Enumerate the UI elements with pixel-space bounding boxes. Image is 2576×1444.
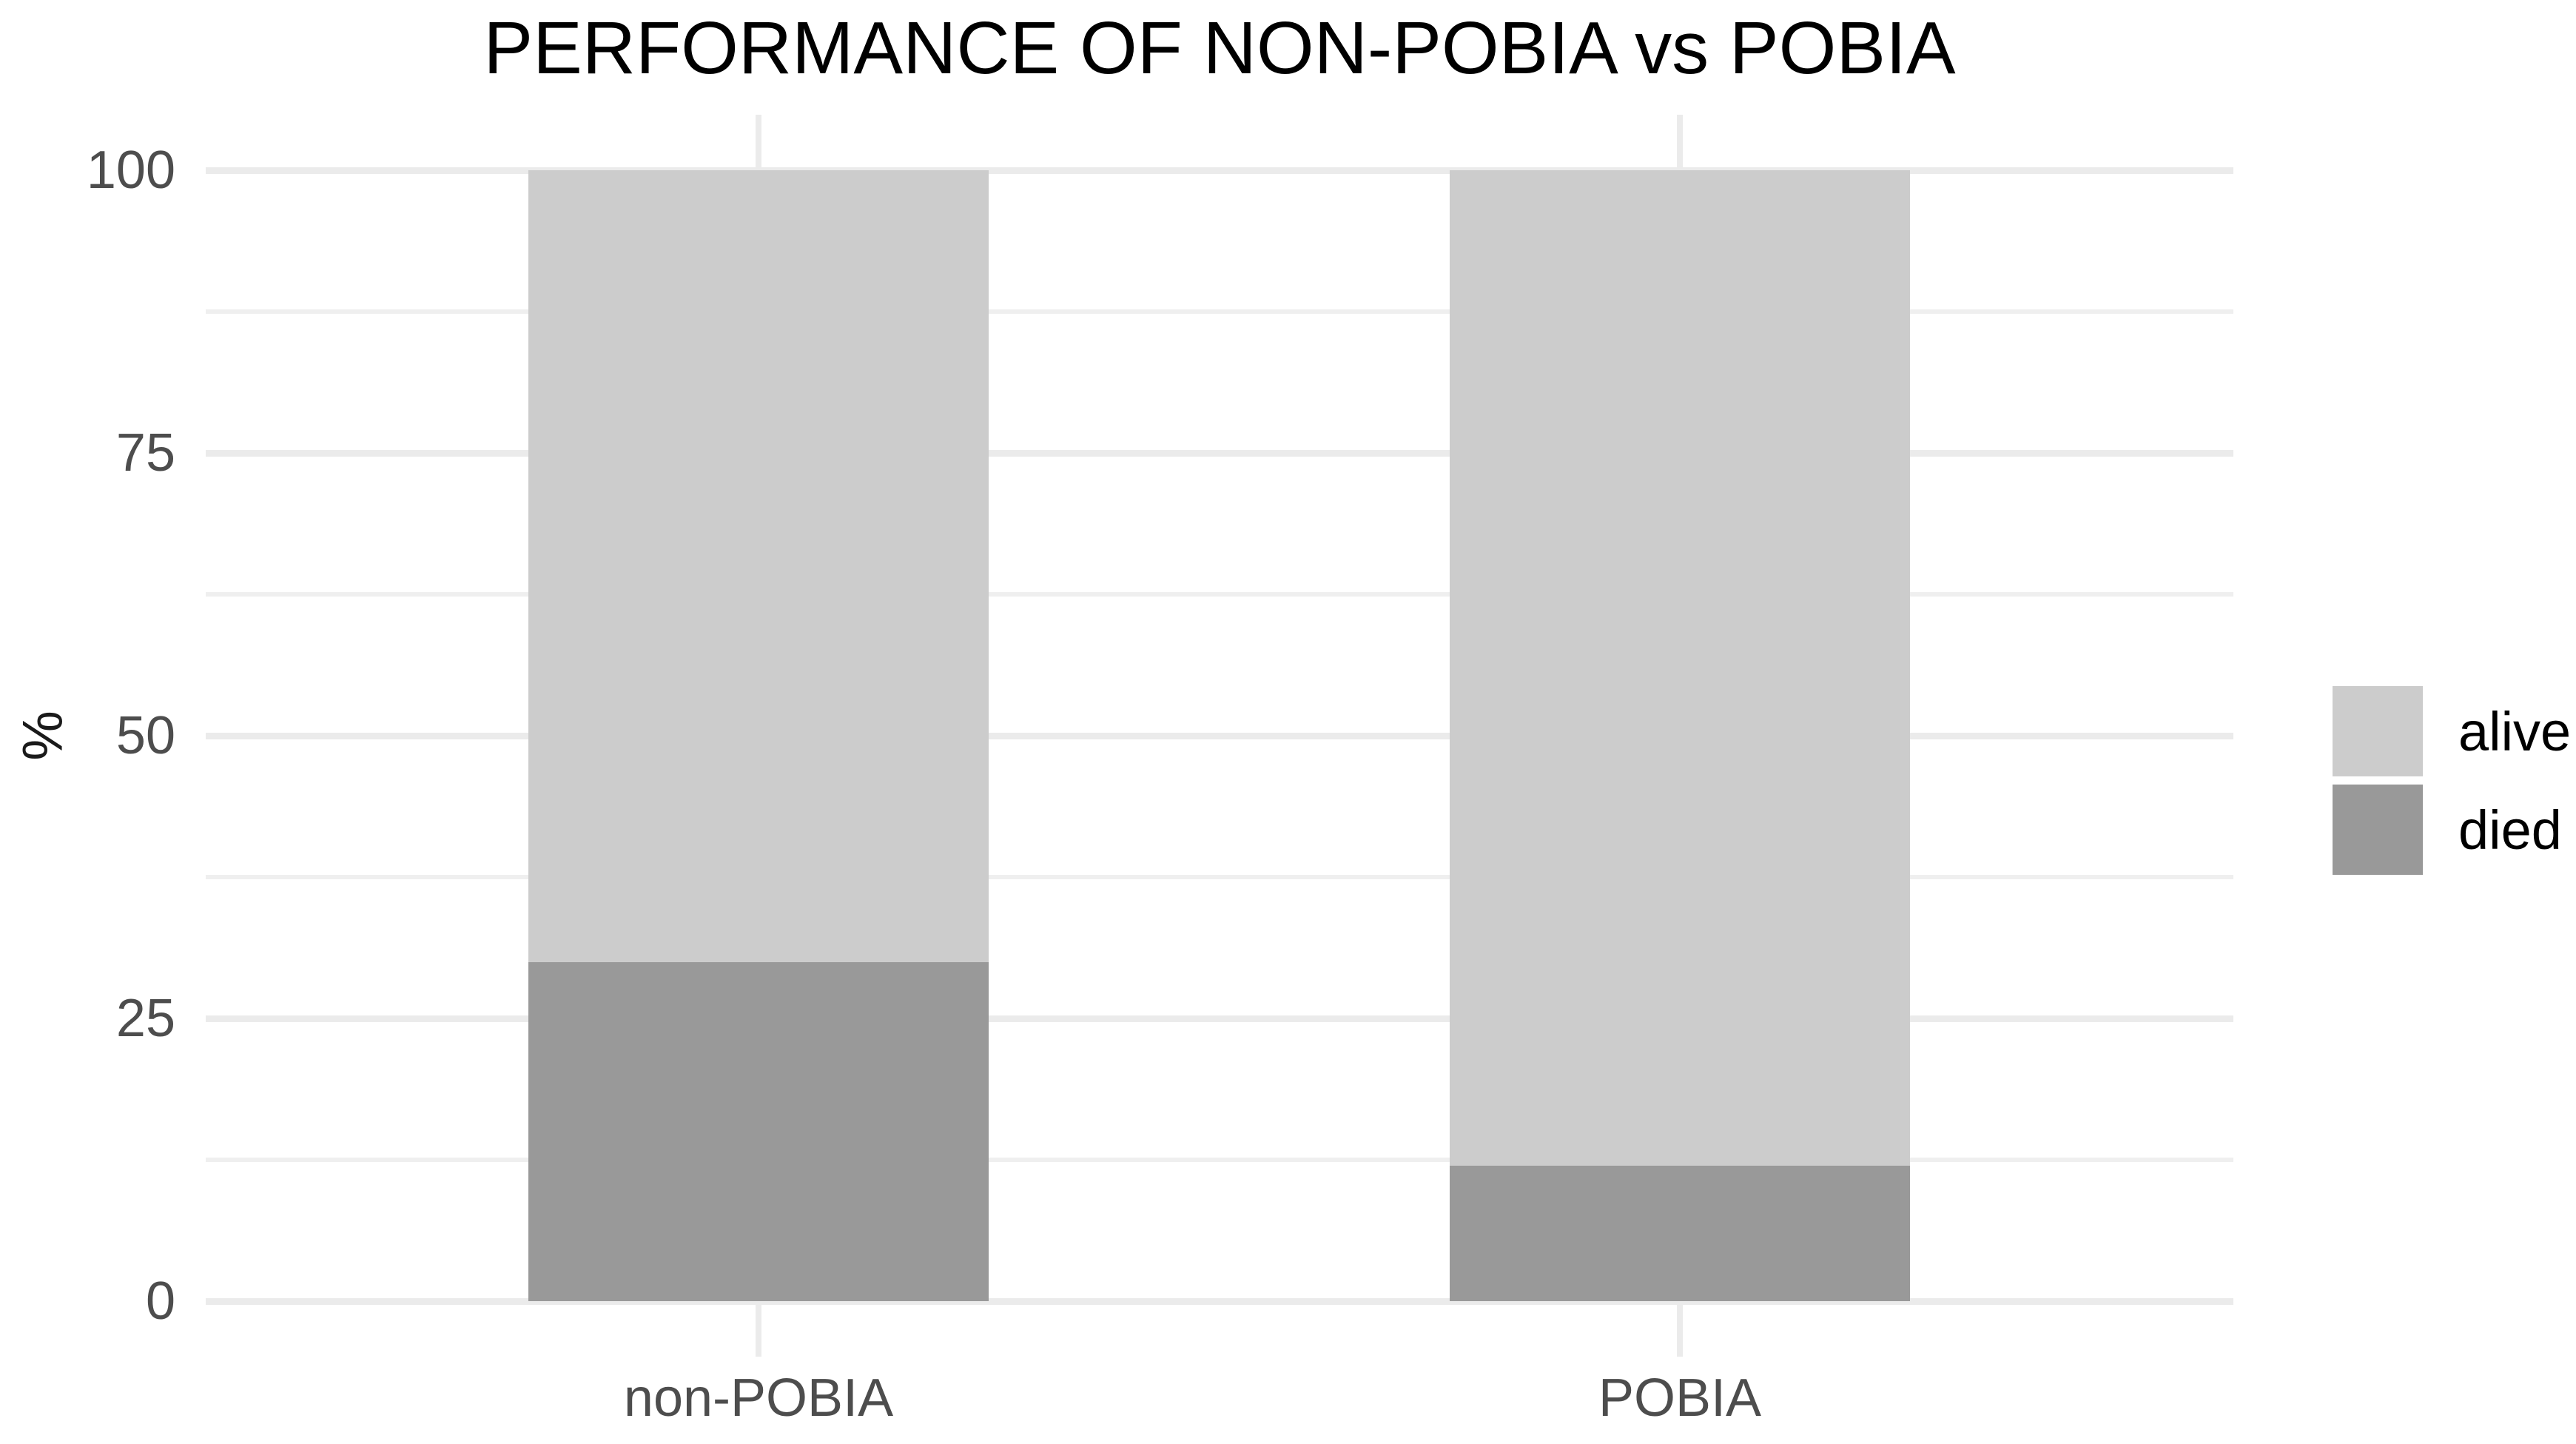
chart-title: PERFORMANCE OF NON-POBIA vs POBIA — [483, 7, 1956, 90]
gridline-major — [206, 450, 2233, 457]
gridline-vertical — [756, 1301, 761, 1357]
legend-label: died — [2458, 799, 2562, 861]
gridline-major — [206, 167, 2233, 174]
legend-item-died: died — [2333, 785, 2571, 875]
gridline-major — [206, 1298, 2233, 1305]
gridline-vertical — [1677, 1301, 1683, 1357]
y-tick-label: 50 — [115, 706, 175, 765]
gridline-major — [206, 1015, 2233, 1022]
bar-segment-died-non-POBIA — [528, 961, 989, 1301]
y-tick-label: 0 — [145, 1272, 175, 1331]
legend-swatch-died — [2333, 785, 2423, 875]
y-axis-title: % — [11, 711, 75, 761]
y-tick-label: 25 — [115, 989, 175, 1048]
bar-segment-died-POBIA — [1450, 1165, 1910, 1301]
legend-label: alive — [2458, 700, 2572, 762]
gridline-minor — [206, 592, 2233, 597]
legend-item-alive: alive — [2333, 686, 2571, 776]
y-tick-label: 75 — [115, 423, 175, 483]
bar-segment-alive-POBIA — [1450, 170, 1910, 1166]
y-tick-label: 100 — [86, 141, 175, 200]
gridline-minor — [206, 875, 2233, 879]
gridline-major — [206, 733, 2233, 739]
gridline-vertical — [756, 115, 761, 170]
plot-panel — [206, 115, 2233, 1357]
gridline-minor — [206, 1158, 2233, 1162]
gridline-vertical — [1677, 115, 1683, 170]
x-tick-label: POBIA — [1598, 1369, 1762, 1428]
x-tick-label: non-POBIA — [623, 1369, 894, 1428]
legend: alive died — [2333, 686, 2571, 883]
legend-swatch-alive — [2333, 686, 2423, 776]
gridline-minor — [206, 309, 2233, 314]
bar-segment-alive-non-POBIA — [528, 170, 989, 962]
